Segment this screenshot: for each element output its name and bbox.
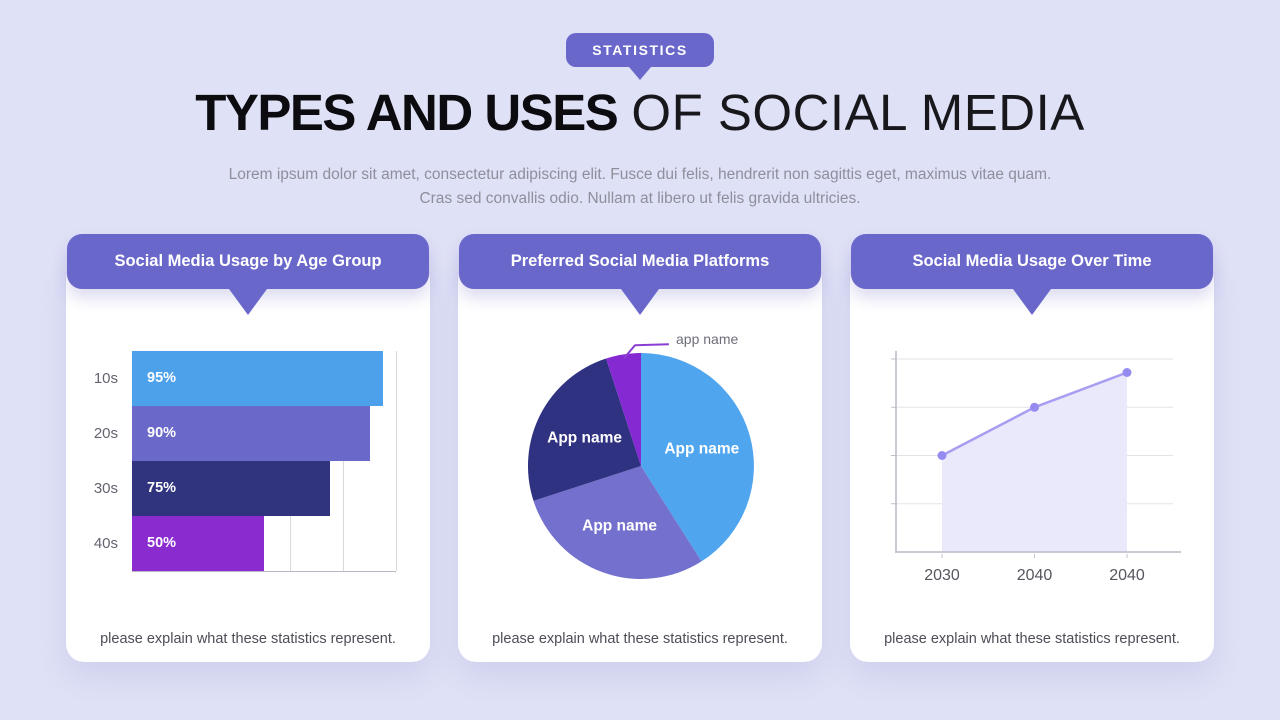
line-point (937, 451, 947, 460)
badge-wrap: STATISTICS (0, 33, 1280, 67)
line-area-fill (942, 372, 1127, 552)
card-age-group-title: Social Media Usage by Age Group (114, 252, 382, 270)
bar-track: 95% (132, 351, 396, 406)
statistics-badge-label: STATISTICS (592, 42, 688, 58)
bar-category-label: 40s (93, 535, 118, 552)
bar-gridline (343, 351, 345, 571)
bar-row: 40s 50% (80, 516, 416, 571)
bar-track: 90% (132, 406, 396, 461)
bar-category-label: 20s (93, 425, 118, 442)
bar-value-label: 90% (147, 425, 177, 441)
bar-track: 75% (132, 461, 396, 516)
pie-callout-line (623, 343, 669, 359)
card-platforms-title-ribbon: Preferred Social Media Platforms (459, 234, 821, 289)
card-over-time-note: please explain what these statistics rep… (884, 631, 1180, 647)
pie-slice-label: App name (582, 518, 657, 535)
pie-slice (606, 352, 641, 466)
line-point (1030, 402, 1039, 412)
pie-slice-label: App name (547, 429, 622, 446)
page-title-bold: TYPES AND USES (195, 84, 619, 141)
line-chart: 2030 2040 2040 (891, 351, 1181, 584)
cards-row: Social Media Usage by Age Group 10s 95% 20… (66, 234, 1214, 662)
card-platforms: Preferred Social Media Platforms App nam… (458, 234, 822, 662)
pie-callout-label: app name (676, 331, 739, 347)
card-age-group-note: please explain what these statistics rep… (100, 631, 396, 647)
pie-slice (527, 358, 641, 501)
bar-row: 20s 90% (80, 406, 416, 461)
bar-category-label: 10s (93, 370, 118, 387)
line-point (1122, 368, 1132, 377)
bar-row: 30s 75% (80, 461, 416, 516)
subtitle-line-2: Cras sed convallis odio. Nullam at liber… (419, 190, 861, 207)
card-platforms-note: please explain what these statistics rep… (492, 631, 788, 647)
bar-track: 50% (132, 516, 396, 571)
bar-gridline (396, 351, 397, 571)
card-age-group: Social Media Usage by Age Group 10s 95% 20… (66, 234, 430, 662)
card-over-time: Social Media Usage Over Time 2030 2040 204… (850, 234, 1214, 662)
pie-slice (641, 353, 754, 562)
bar-value-label: 50% (147, 535, 177, 551)
bar-value-label: 95% (147, 370, 177, 386)
pie-slice-label: App name (664, 440, 739, 457)
x-tick-label: 2030 (924, 567, 960, 584)
bar-category-label: 30s (93, 480, 118, 497)
page-title: TYPES AND USES OF SOCIAL MEDIA (0, 84, 1280, 142)
card-platforms-title: Preferred Social Media Platforms (510, 252, 770, 270)
card-age-group-title-ribbon: Social Media Usage by Age Group (67, 234, 429, 289)
bar: 95% (132, 351, 383, 406)
card-over-time-title-ribbon: Social Media Usage Over Time (851, 234, 1213, 289)
bar: 75% (132, 461, 330, 516)
pie-chart: App name App name App name (527, 343, 754, 579)
statistics-badge: STATISTICS (566, 33, 714, 67)
bar: 50% (132, 516, 264, 571)
bar: 90% (132, 406, 370, 461)
bar-row: 10s 95% (80, 351, 416, 406)
bar-chart: 10s 95% 20s 90% 30s 75% 40s 50% (80, 351, 416, 572)
bar-axis-x (132, 571, 396, 572)
page-subtitle: Lorem ipsum dolor sit amet, consectetur … (0, 163, 1280, 211)
pie-slice (533, 466, 702, 579)
card-over-time-title: Social Media Usage Over Time (912, 252, 1152, 270)
x-tick-label: 2040 (1109, 567, 1145, 584)
x-tick-label: 2040 (1017, 567, 1053, 584)
bar-value-label: 75% (147, 480, 177, 496)
subtitle-line-1: Lorem ipsum dolor sit amet, consectetur … (228, 166, 1052, 183)
page-title-light: OF SOCIAL MEDIA (631, 84, 1085, 141)
